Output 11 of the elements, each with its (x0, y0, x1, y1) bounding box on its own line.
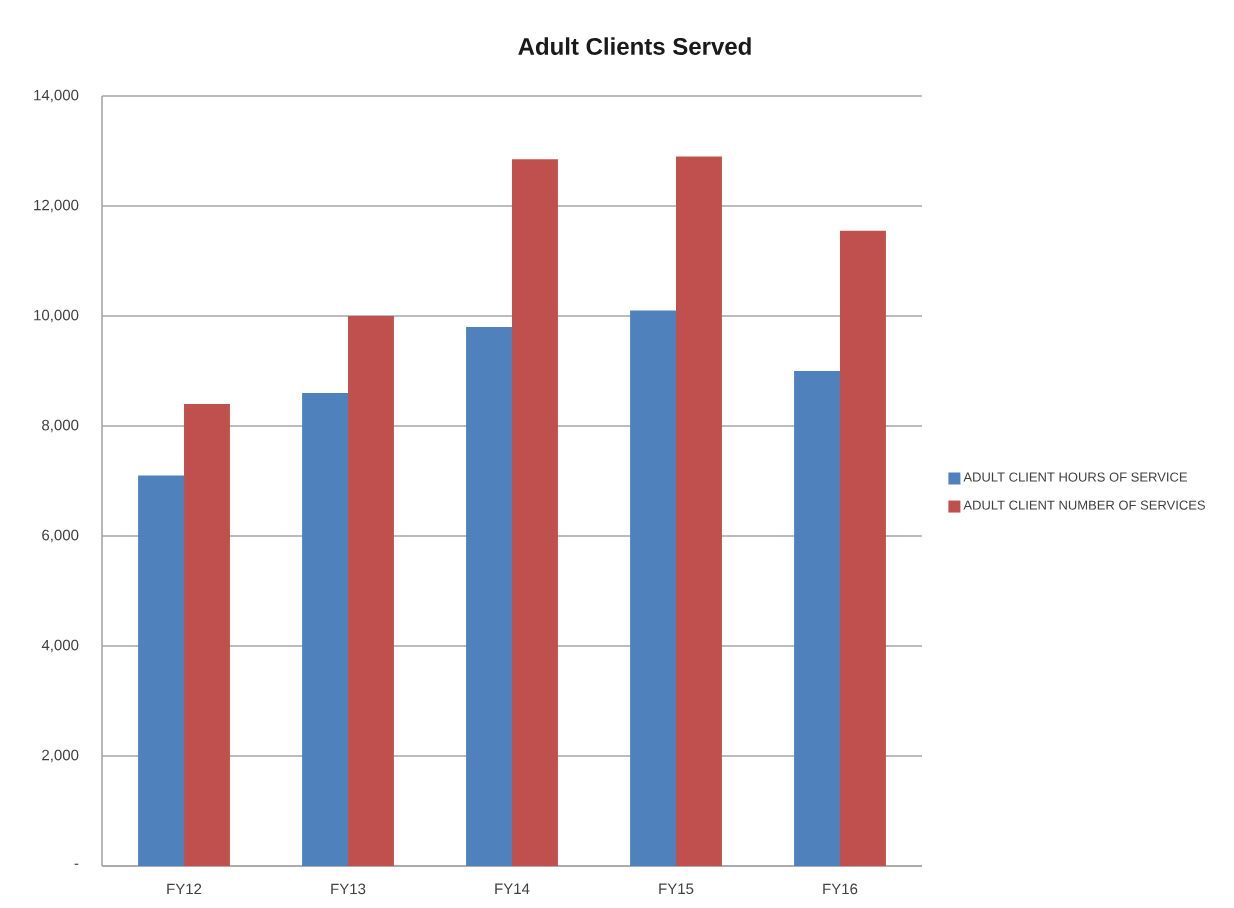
bar (630, 310, 677, 866)
bar (138, 475, 185, 866)
bar (302, 392, 349, 866)
bar (184, 403, 230, 866)
bar (840, 230, 886, 866)
bar (794, 370, 840, 866)
bar (676, 156, 722, 866)
bar (466, 326, 513, 866)
bar (512, 159, 558, 866)
bar (348, 315, 394, 866)
chart-title: Adult Clients Served (518, 37, 751, 55)
